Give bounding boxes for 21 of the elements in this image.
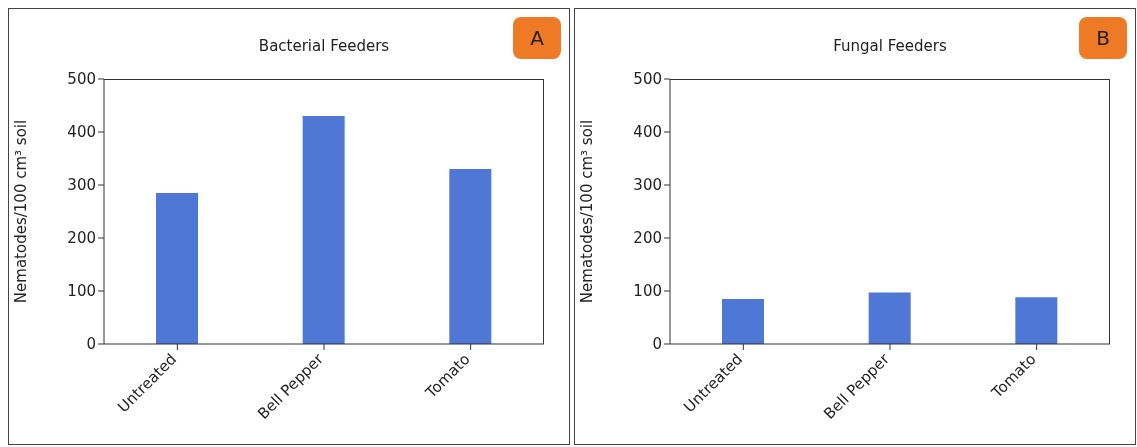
panel-letter: B [1079, 17, 1127, 59]
y-tick-label: 400 [67, 123, 96, 142]
y-tick-label: 100 [633, 282, 662, 301]
chart-title: Fungal Feeders [833, 37, 947, 55]
y-axis-title: Nematodes/100 cm³ soil [12, 119, 31, 304]
y-tick-label: 200 [633, 229, 662, 248]
y-tick-label: 300 [633, 176, 662, 195]
bar [302, 116, 345, 344]
y-tick-label: 500 [633, 70, 662, 89]
y-tick-label: 500 [67, 70, 96, 89]
y-tick-label: 300 [67, 176, 96, 195]
y-tick-label: 0 [652, 335, 662, 354]
y-axis-title: Nematodes/100 cm³ soil [578, 119, 597, 304]
chart-title: Bacterial Feeders [258, 37, 390, 55]
bar [449, 169, 492, 344]
y-tick-label: 200 [67, 229, 96, 248]
y-tick-label: 400 [633, 123, 662, 142]
y-tick-label: 100 [67, 282, 96, 301]
bar [156, 192, 198, 344]
panel-letter: A [513, 17, 561, 59]
y-tick-label: 0 [86, 335, 96, 354]
